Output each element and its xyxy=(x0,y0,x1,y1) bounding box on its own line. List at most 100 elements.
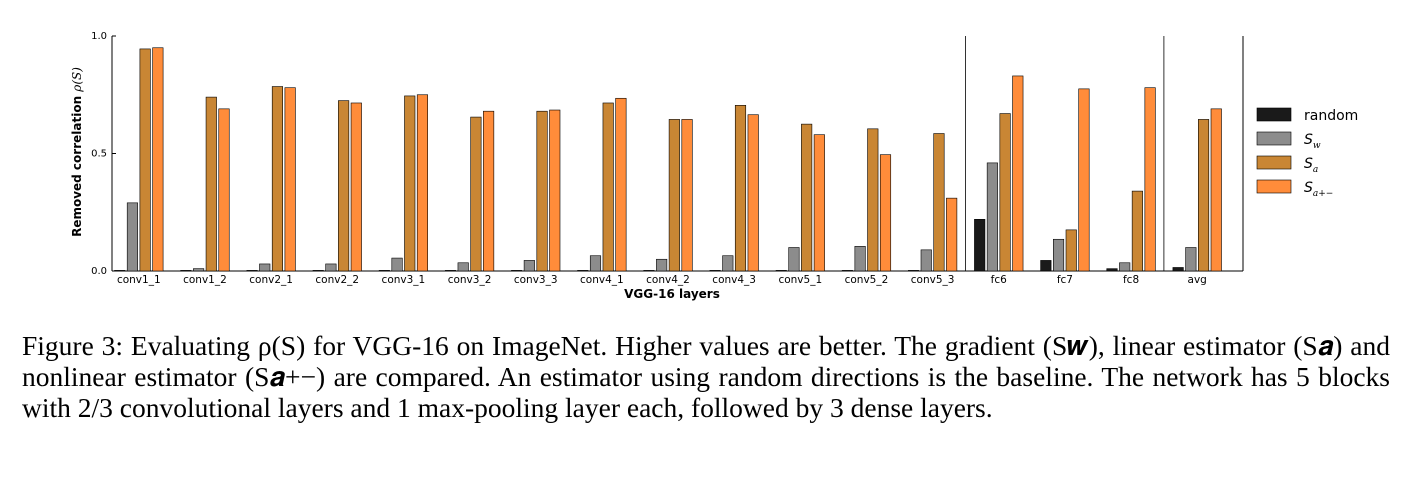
bar xyxy=(933,133,945,272)
bar xyxy=(1078,88,1090,272)
bar xyxy=(205,96,217,272)
bar xyxy=(404,95,416,272)
x-tick-label: conv4_3 xyxy=(712,274,756,286)
bar xyxy=(126,202,138,272)
bar xyxy=(734,105,747,272)
bar xyxy=(180,270,192,272)
bar xyxy=(114,270,126,272)
bar-chart: conv1_1 conv1_2 conv2_1 conv2_2 conv3_1 conv3… xyxy=(70,31,1358,301)
x-tick-label: conv3_2 xyxy=(448,274,492,286)
bar xyxy=(999,113,1011,272)
bar xyxy=(1131,190,1143,272)
bar xyxy=(722,255,734,272)
x-tick-label: conv4_1 xyxy=(580,274,624,286)
x-tick-label: fc6 xyxy=(991,274,1007,286)
x-tick-label: conv5_3 xyxy=(911,274,955,286)
bar xyxy=(511,270,523,272)
legend-swatch xyxy=(1256,155,1292,170)
y-axis-title: Removed correlation ρ(S) xyxy=(70,67,84,237)
chart-bars xyxy=(114,47,1222,272)
bar xyxy=(709,270,721,272)
bar xyxy=(271,86,284,272)
x-tick-label: conv4_2 xyxy=(646,274,690,286)
figure-caption: Figure 3: Evaluating ρ(S) for VGG-16 on … xyxy=(22,330,1390,423)
x-tick-label: fc7 xyxy=(1057,274,1073,286)
bar xyxy=(854,246,866,272)
legend-label: Sa+− xyxy=(1304,180,1333,199)
bar xyxy=(602,102,614,272)
bar xyxy=(444,270,457,272)
bar xyxy=(350,102,362,272)
bar xyxy=(1119,262,1131,272)
bar xyxy=(523,260,535,272)
legend-swatch xyxy=(1256,179,1292,194)
bar xyxy=(907,270,920,272)
bar xyxy=(867,128,879,272)
bar xyxy=(284,87,296,272)
bar xyxy=(841,270,853,272)
y-tick-label: 0.0 xyxy=(91,266,107,277)
y-tick-labels: 0.0 0.5 1.0 xyxy=(91,31,116,277)
bar xyxy=(1012,75,1024,272)
bar xyxy=(457,262,469,272)
bar xyxy=(879,154,892,272)
bar xyxy=(1210,108,1222,272)
bar xyxy=(536,110,548,272)
bar xyxy=(986,162,998,272)
bar xyxy=(549,109,561,272)
bar xyxy=(643,270,655,272)
bar xyxy=(1198,119,1210,272)
bar xyxy=(470,116,482,272)
x-tick-label: conv5_1 xyxy=(778,274,822,286)
x-tick-label: fc8 xyxy=(1123,274,1139,286)
bar xyxy=(788,247,800,272)
x-tick-label: conv5_2 xyxy=(845,274,889,286)
x-tick-label: conv1_1 xyxy=(117,274,161,286)
bar xyxy=(615,97,627,272)
legend-label: Sa xyxy=(1304,156,1318,175)
x-tick-label: conv2_2 xyxy=(315,274,359,286)
bar xyxy=(259,263,271,272)
bar xyxy=(1106,268,1118,272)
y-tick-label: 0.5 xyxy=(91,149,107,160)
x-tick-label: conv2_1 xyxy=(249,274,293,286)
bar xyxy=(946,197,958,272)
bar xyxy=(681,119,693,272)
bar xyxy=(577,270,589,272)
caption-text: Figure 3: Evaluating ρ(S) for VGG-16 on … xyxy=(22,330,1390,423)
bar xyxy=(338,100,350,272)
bar xyxy=(813,134,825,272)
bar xyxy=(378,270,390,272)
bar xyxy=(920,249,932,272)
x-axis-title: VGG-16 layers xyxy=(624,287,720,301)
bar xyxy=(391,257,403,272)
bar xyxy=(1144,87,1156,272)
y-tick-label: 1.0 xyxy=(91,31,107,42)
bar xyxy=(139,48,151,272)
bar xyxy=(1172,267,1184,272)
x-tick-label: conv3_1 xyxy=(382,274,426,286)
bar xyxy=(1040,260,1052,272)
bar xyxy=(218,108,230,272)
bar xyxy=(193,268,205,272)
bar xyxy=(656,258,668,272)
x-tick-label: conv3_3 xyxy=(514,274,558,286)
bar xyxy=(1185,247,1197,272)
x-tick-label: avg xyxy=(1188,274,1207,286)
bar xyxy=(974,219,986,272)
x-tick-label: conv1_2 xyxy=(183,274,227,286)
legend-swatch xyxy=(1256,131,1292,146)
legend-label: random xyxy=(1304,108,1358,124)
bar xyxy=(246,270,258,272)
legend-swatch xyxy=(1256,107,1292,122)
bar xyxy=(325,263,337,272)
bar xyxy=(152,47,164,272)
bar xyxy=(801,123,813,272)
bar xyxy=(589,255,602,272)
bar xyxy=(416,94,429,272)
legend-label: Sw xyxy=(1304,132,1321,151)
bar xyxy=(1053,238,1065,272)
bar xyxy=(312,270,324,272)
bar xyxy=(1065,229,1077,272)
bar xyxy=(775,270,787,272)
